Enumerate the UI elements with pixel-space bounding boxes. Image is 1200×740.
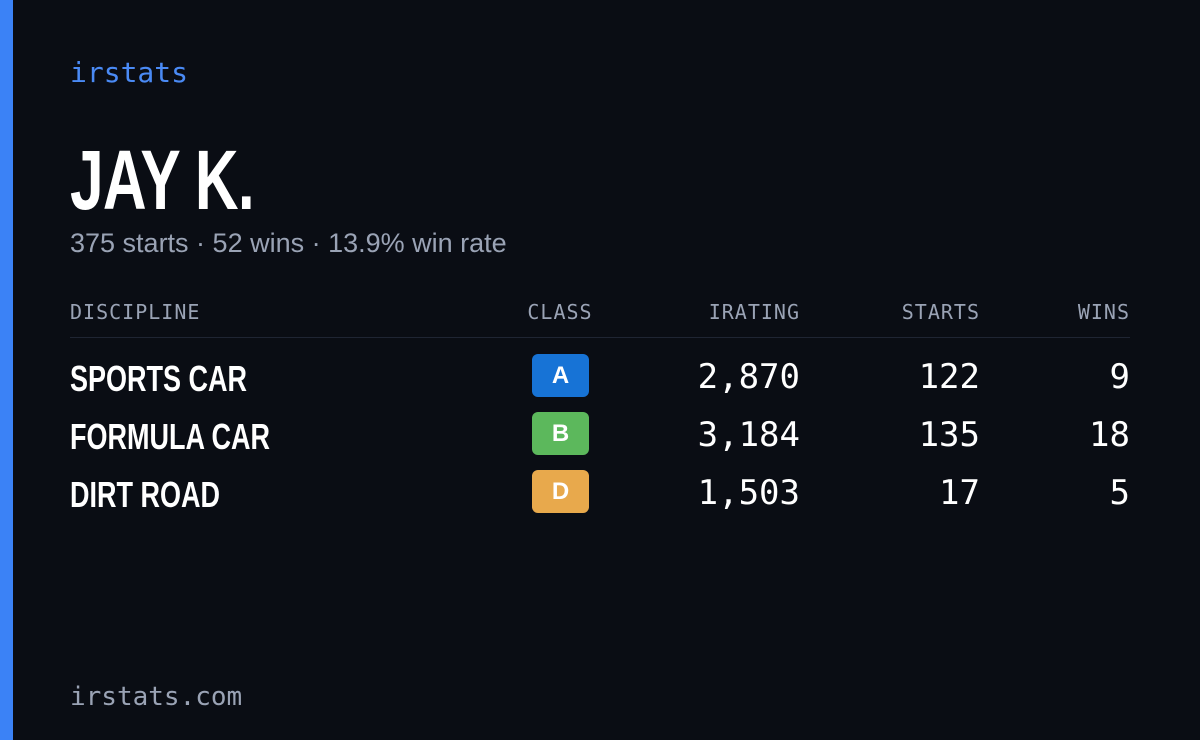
irating-value: 3,184 (697, 415, 800, 455)
wins-value: 9 (1109, 357, 1130, 397)
brand: irstats (70, 56, 189, 89)
driver-name: JAY K. (70, 133, 255, 227)
column-header: CLASS (527, 300, 593, 324)
column-header: WINS (1077, 300, 1130, 324)
footer: irstats.com (70, 682, 243, 712)
wins-value: 5 (1109, 473, 1130, 513)
driver-summary: 375 starts · 52 wins · 13.9% win rate (70, 228, 507, 258)
header-rule (70, 337, 1130, 338)
class-badge: D (532, 470, 589, 513)
class-badge: A (532, 354, 589, 397)
column-header: STARTS (901, 300, 980, 324)
discipline: DIRT ROAD (70, 474, 220, 515)
class-badge: B (532, 412, 589, 455)
discipline: FORMULA CAR (70, 416, 270, 457)
starts-value: 17 (939, 473, 980, 513)
accent-bar (0, 0, 13, 740)
irating-value: 2,870 (697, 357, 800, 397)
discipline: SPORTS CAR (70, 358, 248, 399)
starts-value: 135 (918, 415, 980, 455)
irating-value: 1,503 (697, 473, 800, 513)
wins-value: 18 (1089, 415, 1130, 455)
column-header: DISCIPLINE (70, 300, 201, 324)
starts-value: 122 (918, 357, 980, 397)
column-header: IRATING (708, 300, 800, 324)
